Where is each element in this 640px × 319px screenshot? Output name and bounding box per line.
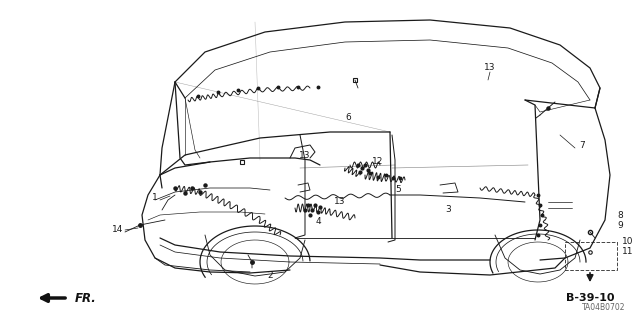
Text: 1: 1: [152, 194, 158, 203]
Text: TA04B0702: TA04B0702: [582, 303, 625, 313]
Text: 9: 9: [617, 220, 623, 229]
Text: 6: 6: [345, 114, 351, 122]
Text: 14: 14: [112, 226, 124, 234]
Text: 5: 5: [395, 186, 401, 195]
Text: 7: 7: [579, 140, 585, 150]
Bar: [565, 242, 617, 270]
Text: 12: 12: [372, 158, 384, 167]
Text: 8: 8: [617, 211, 623, 219]
Text: 11: 11: [622, 248, 634, 256]
Text: 13: 13: [484, 63, 496, 72]
Text: 2: 2: [267, 271, 273, 279]
Text: 13: 13: [334, 197, 346, 206]
Text: 13: 13: [300, 151, 311, 160]
Text: 4: 4: [315, 218, 321, 226]
Text: 3: 3: [445, 205, 451, 214]
Text: B-39-10: B-39-10: [566, 293, 614, 303]
Text: FR.: FR.: [75, 292, 97, 305]
Text: 10: 10: [622, 238, 634, 247]
